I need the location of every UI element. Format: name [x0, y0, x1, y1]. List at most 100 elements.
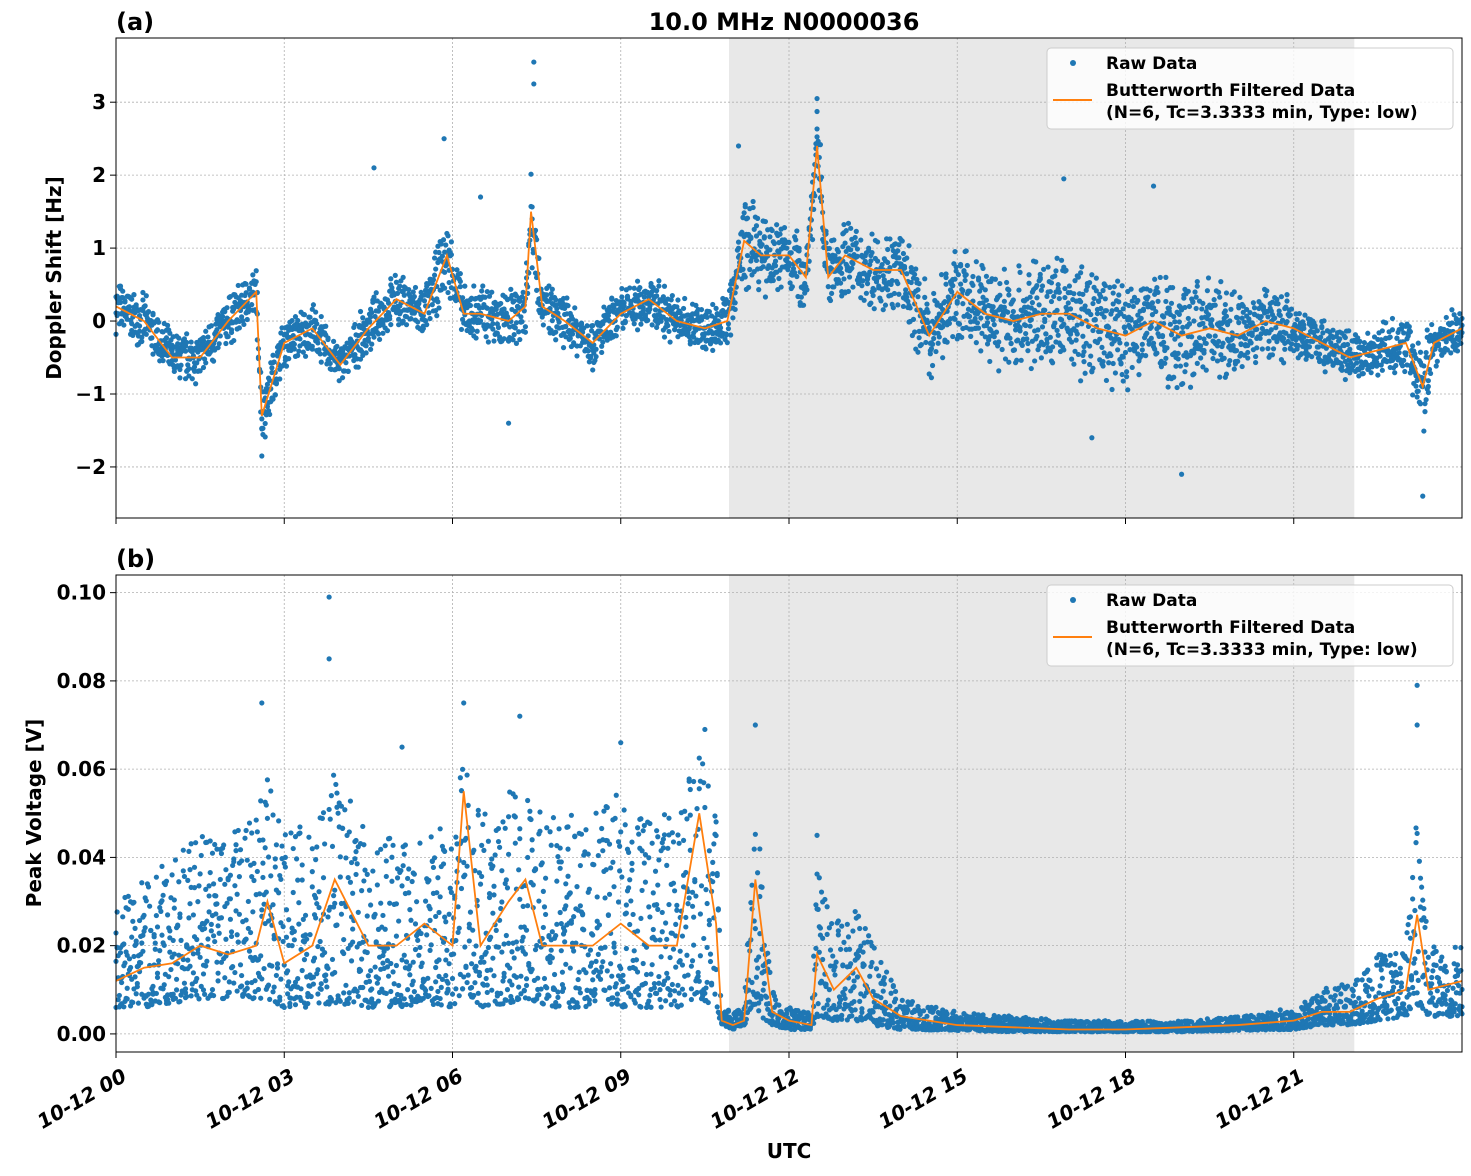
raw-point [263, 845, 268, 850]
raw-point [1215, 358, 1220, 363]
raw-point [164, 335, 169, 340]
raw-point [743, 204, 748, 209]
raw-point [321, 875, 326, 880]
raw-point [523, 951, 528, 956]
raw-point [315, 991, 320, 996]
raw-point [627, 285, 632, 290]
raw-point [251, 878, 256, 883]
raw-point [328, 361, 333, 366]
raw-point [952, 277, 957, 282]
raw-point [212, 842, 217, 847]
raw-point [930, 342, 935, 347]
raw-point [804, 287, 809, 292]
raw-point [405, 876, 410, 881]
raw-point [1090, 301, 1095, 306]
raw-point [593, 354, 598, 359]
raw-point [373, 912, 378, 917]
raw-point [980, 266, 985, 271]
raw-point [350, 891, 355, 896]
raw-point [1108, 353, 1113, 358]
raw-point [356, 365, 361, 370]
raw-point [976, 277, 981, 282]
raw-point [332, 888, 337, 893]
raw-point [1002, 267, 1007, 272]
raw-point [473, 943, 478, 948]
raw-point [185, 958, 190, 963]
raw-point [1054, 308, 1059, 313]
raw-point [925, 310, 930, 315]
raw-point [318, 351, 323, 356]
raw-point [1144, 331, 1149, 336]
raw-point [1339, 368, 1344, 373]
raw-point [985, 320, 990, 325]
raw-point [645, 318, 650, 323]
raw-point [464, 772, 469, 777]
raw-point [132, 974, 137, 979]
raw-point [316, 905, 321, 910]
raw-point [266, 982, 271, 987]
raw-point [675, 297, 680, 302]
raw-point [204, 959, 209, 964]
raw-point [410, 879, 415, 884]
raw-point [278, 977, 283, 982]
raw-point [1050, 360, 1055, 365]
raw-point [1103, 283, 1108, 288]
raw-point [1135, 298, 1140, 303]
raw-point [1006, 287, 1011, 292]
raw-point [767, 234, 772, 239]
raw-point [560, 970, 565, 975]
raw-point [521, 290, 526, 295]
raw-point [350, 926, 355, 931]
raw-point [118, 300, 123, 305]
raw-point [383, 927, 388, 932]
raw-point [448, 1001, 453, 1006]
raw-point [230, 964, 235, 969]
raw-point [900, 238, 905, 243]
raw-point [421, 996, 426, 1001]
raw-point [859, 283, 864, 288]
raw-point [1066, 300, 1071, 305]
raw-point [159, 933, 164, 938]
raw-point [754, 258, 759, 263]
raw-point [438, 894, 443, 899]
raw-point [814, 126, 819, 131]
raw-point [559, 948, 564, 953]
raw-point [469, 985, 474, 990]
raw-point [516, 867, 521, 872]
raw-point [763, 294, 768, 299]
raw-point [332, 970, 337, 975]
raw-point [1124, 341, 1129, 346]
raw-point [367, 979, 372, 984]
raw-point [733, 307, 738, 312]
raw-point [756, 279, 761, 284]
raw-point [1410, 343, 1415, 348]
raw-point [219, 915, 224, 920]
raw-point [183, 349, 188, 354]
raw-point [294, 856, 299, 861]
raw-point [974, 259, 979, 264]
raw-point [1273, 325, 1278, 330]
raw-point [286, 917, 291, 922]
raw-point [1223, 308, 1228, 313]
raw-point [541, 925, 546, 930]
raw-point [593, 347, 598, 352]
raw-point [433, 266, 438, 271]
raw-point [284, 935, 289, 940]
raw-point [411, 960, 416, 965]
raw-spike-point [259, 453, 264, 458]
raw-point [376, 976, 381, 981]
raw-point [201, 971, 206, 976]
raw-point [666, 329, 671, 334]
raw-point [433, 979, 438, 984]
raw-point [777, 232, 782, 237]
raw-point [429, 834, 434, 839]
raw-point [491, 973, 496, 978]
raw-point [855, 246, 860, 251]
raw-point [412, 989, 417, 994]
raw-point [210, 851, 215, 856]
raw-point [205, 936, 210, 941]
raw-point [867, 269, 872, 274]
raw-point [1061, 322, 1066, 327]
raw-point [201, 335, 206, 340]
raw-point [134, 302, 139, 307]
